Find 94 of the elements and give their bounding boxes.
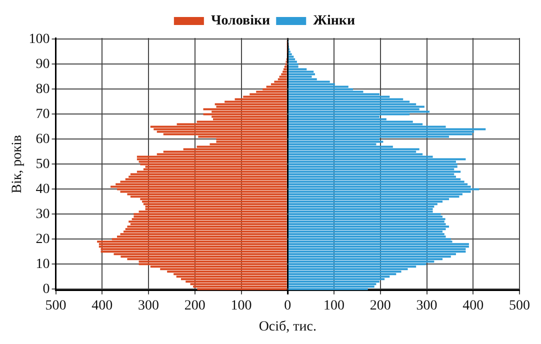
- bar: [288, 180, 464, 183]
- x-tick-label: 300: [416, 298, 438, 314]
- x-tick-label: 500: [45, 298, 66, 314]
- bar: [130, 223, 287, 226]
- bar: [288, 218, 446, 220]
- y-tick-label: 40: [36, 182, 50, 197]
- bar: [128, 176, 287, 178]
- y-tick-label: 30: [36, 206, 50, 222]
- y-tick-label: 20: [36, 232, 50, 247]
- bar: [288, 106, 424, 108]
- bar: [270, 83, 287, 86]
- bar: [288, 238, 451, 240]
- bar: [288, 206, 434, 208]
- bar: [288, 166, 458, 168]
- bar: [142, 200, 287, 203]
- bar: [143, 203, 287, 206]
- bar: [127, 226, 287, 228]
- bar: [288, 58, 296, 60]
- bar: [288, 223, 446, 226]
- bar: [284, 66, 287, 68]
- legend-label: Жінки: [313, 14, 356, 29]
- x-tick-label: 400: [462, 298, 484, 314]
- bar: [134, 216, 287, 218]
- bar: [132, 218, 287, 220]
- bar: [130, 173, 287, 176]
- bar: [138, 263, 287, 266]
- y-tick-label: 100: [28, 32, 50, 47]
- bar: [134, 213, 287, 216]
- y-tick-label: 0: [42, 282, 50, 297]
- bar: [100, 250, 287, 253]
- bar: [176, 276, 287, 278]
- bar: [274, 80, 287, 83]
- x-tick-label: 0: [284, 298, 292, 314]
- x-tick-label: 300: [138, 298, 160, 314]
- bar: [193, 286, 287, 288]
- x-tick-label: 100: [324, 298, 345, 314]
- bar: [110, 186, 287, 188]
- bar: [288, 248, 466, 250]
- bar: [278, 78, 287, 80]
- bar: [288, 60, 297, 63]
- bar: [288, 250, 466, 253]
- bar: [98, 243, 287, 246]
- legend-label: Чоловіки: [210, 14, 270, 29]
- bar: [203, 113, 287, 116]
- bar: [154, 128, 287, 130]
- bar: [281, 73, 287, 76]
- bar: [288, 110, 430, 113]
- bar: [136, 158, 287, 160]
- x-axis-title: Осіб, тис.: [258, 319, 316, 334]
- bar: [203, 108, 287, 110]
- bar: [288, 243, 469, 246]
- bar: [140, 163, 287, 166]
- bar: [138, 160, 287, 163]
- bar: [150, 126, 287, 128]
- bar: [197, 288, 287, 290]
- x-tick-label: 400: [92, 298, 113, 314]
- bar: [266, 86, 287, 88]
- bar: [288, 213, 441, 216]
- bar: [156, 130, 287, 133]
- bar: [288, 188, 480, 190]
- y-tick-label: 90: [36, 56, 50, 72]
- y-axis-title: Вік, років: [10, 134, 26, 194]
- bar: [288, 226, 450, 228]
- bar: [282, 70, 287, 73]
- bar: [100, 248, 287, 250]
- bar: [214, 103, 287, 106]
- y-tick-label: 50: [36, 156, 50, 172]
- x-tick-label: 100: [230, 298, 252, 314]
- bar: [288, 70, 314, 73]
- x-tick-label: 200: [184, 298, 206, 314]
- bar: [288, 216, 443, 218]
- y-tick-label: 60: [36, 132, 50, 147]
- bar: [124, 230, 287, 233]
- bar: [288, 53, 292, 56]
- bar: [288, 178, 461, 180]
- y-tick-label: 10: [36, 256, 50, 272]
- x-tick-label: 500: [509, 298, 530, 314]
- bar: [288, 286, 374, 288]
- bar: [288, 140, 384, 143]
- bar: [288, 148, 420, 150]
- bar: [97, 240, 287, 243]
- bar: [288, 230, 443, 233]
- bar: [125, 228, 287, 230]
- bar: [288, 228, 446, 230]
- bar: [288, 158, 466, 160]
- bar: [288, 163, 458, 166]
- bar: [279, 76, 287, 78]
- bar: [288, 128, 486, 130]
- bar: [288, 73, 316, 76]
- y-tick-label: 80: [36, 82, 50, 97]
- x-tick-label: 200: [370, 298, 391, 314]
- bar: [120, 190, 287, 193]
- y-tick-label: 70: [36, 106, 50, 122]
- bar: [145, 206, 287, 208]
